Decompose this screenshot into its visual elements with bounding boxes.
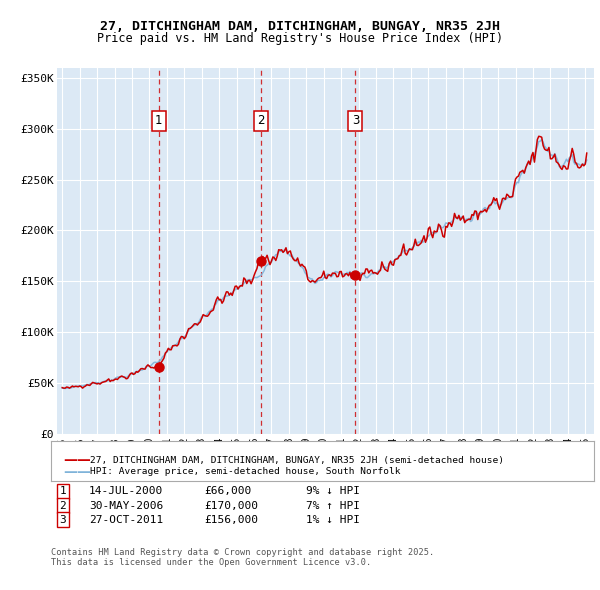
Text: 27-OCT-2011: 27-OCT-2011 [89,515,163,525]
Text: ——: —— [63,453,91,467]
Text: £170,000: £170,000 [204,501,258,510]
Text: Price paid vs. HM Land Registry's House Price Index (HPI): Price paid vs. HM Land Registry's House … [97,32,503,45]
Text: £156,000: £156,000 [204,515,258,525]
Text: Contains HM Land Registry data © Crown copyright and database right 2025.
This d: Contains HM Land Registry data © Crown c… [51,548,434,567]
Text: 27, DITCHINGHAM DAM, DITCHINGHAM, BUNGAY, NR35 2JH: 27, DITCHINGHAM DAM, DITCHINGHAM, BUNGAY… [100,20,500,33]
Text: 1: 1 [155,114,163,127]
Text: 1: 1 [59,487,67,496]
Text: 1% ↓ HPI: 1% ↓ HPI [306,515,360,525]
Text: 3: 3 [352,114,359,127]
Text: 2: 2 [59,501,67,510]
Text: 9% ↓ HPI: 9% ↓ HPI [306,487,360,496]
Text: £66,000: £66,000 [204,487,251,496]
Text: ——: —— [63,465,91,479]
Text: 30-MAY-2006: 30-MAY-2006 [89,501,163,510]
Text: HPI: Average price, semi-detached house, South Norfolk: HPI: Average price, semi-detached house,… [90,467,401,477]
Text: 3: 3 [59,515,67,525]
Text: 27, DITCHINGHAM DAM, DITCHINGHAM, BUNGAY, NR35 2JH (semi-detached house): 27, DITCHINGHAM DAM, DITCHINGHAM, BUNGAY… [90,455,504,465]
Text: 7% ↑ HPI: 7% ↑ HPI [306,501,360,510]
Text: 2: 2 [257,114,265,127]
Text: 14-JUL-2000: 14-JUL-2000 [89,487,163,496]
